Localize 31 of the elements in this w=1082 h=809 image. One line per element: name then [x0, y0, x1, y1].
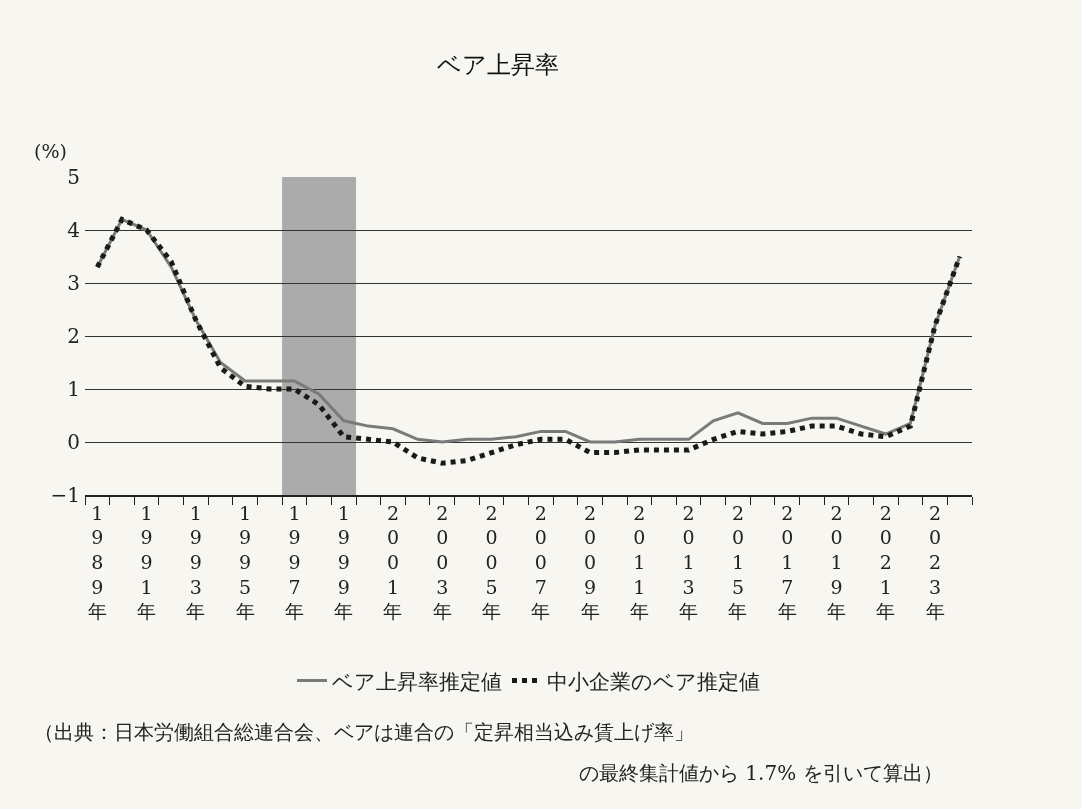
y-tick-label: −1 — [50, 483, 80, 507]
y-tick-label: 3 — [67, 271, 80, 295]
y-tick-label: 0 — [67, 430, 80, 454]
x-tick-label: 2001年 — [383, 501, 403, 623]
text: （出典：日本労働組合総連合会、ベアは連合の「定昇相当込み賃上げ率」 — [34, 720, 694, 744]
x-tick-label: 2005年 — [482, 501, 502, 623]
chart-title: ベア上昇率 — [436, 51, 559, 80]
y-tick-label: 1 — [67, 377, 80, 401]
x-tick-label: 1999年 — [334, 501, 354, 623]
x-tick-label: 2017年 — [777, 501, 797, 623]
x-tick-label: 2015年 — [728, 501, 748, 623]
y-axis-title: (%) — [34, 140, 67, 162]
x-tick-label: 1991年 — [137, 501, 157, 623]
text: の最終集計値から 1.7% を引いて算出） — [579, 761, 943, 785]
y-tick-label: 5 — [67, 165, 80, 189]
x-tick-label: 2023年 — [925, 501, 945, 623]
x-tick-label: 2021年 — [876, 501, 896, 623]
x-tick-label: 2009年 — [580, 501, 600, 623]
x-tick-label: 1997年 — [284, 501, 304, 623]
x-tick-label: 1993年 — [186, 501, 206, 623]
x-tick-label: 2013年 — [679, 501, 699, 623]
x-tick-label: 1995年 — [235, 501, 255, 623]
x-tick-label: 2007年 — [531, 501, 551, 623]
x-tick-label: 1989年 — [87, 501, 107, 623]
x-tick-label: 2011年 — [629, 501, 649, 623]
legend-label: 中小企業のベア推定値 — [547, 669, 760, 694]
y-tick-label: 4 — [67, 218, 80, 242]
x-tick-label: 2019年 — [826, 501, 846, 623]
x-tick-label: 2003年 — [432, 501, 452, 623]
legend-label: ベア上昇率推定値 — [332, 669, 502, 694]
y-tick-label: 2 — [67, 324, 80, 348]
